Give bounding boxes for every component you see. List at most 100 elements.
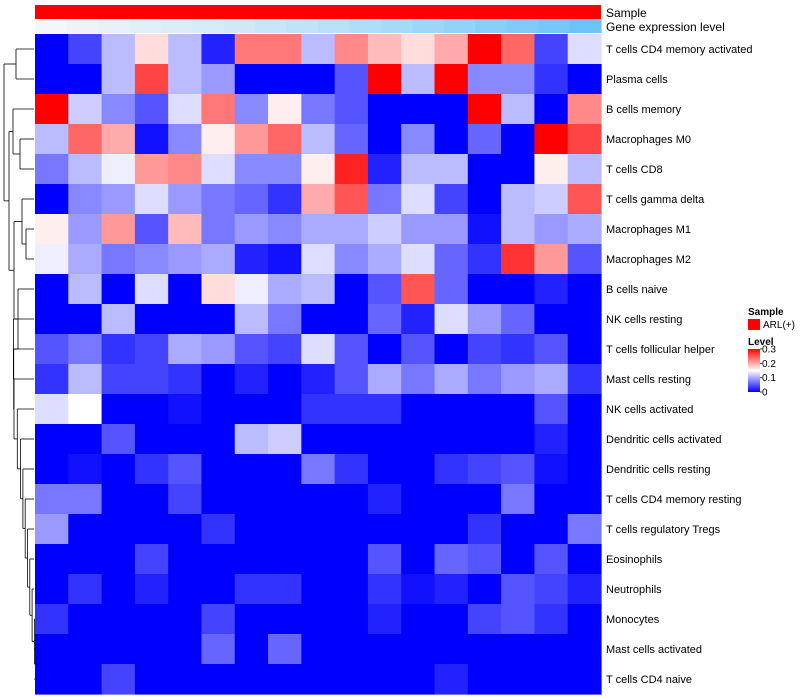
heatmap-cell [401,394,436,425]
row-label: T cells regulatory Tregs [606,524,721,536]
heatmap-cell [467,664,502,695]
expression-annotation-cell [286,19,319,33]
heatmap-cell [501,124,536,155]
heatmap-cell [434,604,469,635]
heatmap-cell [434,244,469,275]
heatmap-cell [301,424,336,455]
heatmap-cell [501,634,536,665]
heatmap-cell [301,214,336,245]
heatmap-cell [467,334,502,365]
heatmap-cell [501,184,536,215]
heatmap-cell [234,94,269,125]
heatmap-cell [134,484,169,515]
heatmap-cell [268,454,302,485]
heatmap-cell [234,154,269,185]
heatmap-cell [534,274,569,305]
heatmap-cell [534,184,569,215]
heatmap-cell [168,244,203,275]
heatmap-cell [334,124,369,155]
heatmap-cell [467,124,502,155]
heatmap-cell [234,184,269,215]
heatmap-cell [401,34,436,65]
heatmap-cell [567,424,602,455]
row-label: Eosinophils [606,554,663,566]
legend-tick-label: 0 [762,388,768,399]
heatmap-cell [534,664,569,695]
heatmap-cell [68,94,103,125]
heatmap-cell [301,394,336,425]
heatmap-cell [334,454,369,485]
heatmap-cell [201,484,236,515]
heatmap-cell [234,364,269,395]
legend-sample-swatch [748,319,760,330]
heatmap-cell [534,124,569,155]
heatmap-cell [101,304,136,335]
heatmap-cell [268,334,302,365]
heatmap-cell [201,544,236,575]
heatmap-cell [367,184,402,215]
heatmap-cell [301,94,336,125]
heatmap-cell [234,304,269,335]
heatmap-cell [401,244,436,275]
heatmap-cell [501,484,536,515]
heatmap-cell [534,94,569,125]
heatmap-cell [534,244,569,275]
heatmap-cell [567,544,602,575]
heatmap-cell [334,244,369,275]
heatmap-cell [567,94,602,125]
heatmap-cell [567,184,602,215]
row-label: Mast cells activated [606,644,702,656]
heatmap-cell [334,514,369,545]
heatmap-cell [35,394,69,425]
heatmap-cell [68,484,103,515]
heatmap-cell [567,664,602,695]
expression-annotation-cell [129,19,162,33]
heatmap-cell [434,424,469,455]
heatmap-cell [234,604,269,635]
heatmap-cell [168,304,203,335]
heatmap-cell [201,664,236,695]
heatmap-cell [234,454,269,485]
heatmap-cell [201,184,236,215]
heatmap-cell [101,514,136,545]
heatmap-cell [301,574,336,605]
legend: Sample ARL(+) Level 0.3 0.2 0.1 0 [748,307,795,399]
heatmap-cell [234,34,269,65]
heatmap-cell [134,304,169,335]
heatmap-cell [35,424,69,455]
heatmap-cell [434,154,469,185]
heatmap-cell [168,364,203,395]
heatmap-cell [134,424,169,455]
heatmap-cell [68,364,103,395]
heatmap-cell [501,664,536,695]
heatmap-cell [334,154,369,185]
heatmap-cell [367,244,402,275]
heatmap-cell [201,574,236,605]
heatmap-cell [268,514,302,545]
heatmap-cell [234,334,269,365]
heatmap-cell [134,574,169,605]
heatmap-cell [334,604,369,635]
legend-ticks: 0.3 0.2 0.1 0 [760,345,776,399]
heatmap-cell [301,64,336,95]
expression-annotation-cell [255,19,288,33]
legend-color-bar [748,349,760,392]
heatmap-cell [334,424,369,455]
heatmap-cell [201,304,236,335]
heatmap-cell [434,574,469,605]
heatmap-cell [501,274,536,305]
heatmap-cell [35,274,69,305]
heatmap-cell [35,94,69,125]
heatmap-cell [467,304,502,335]
heatmap-cell [534,634,569,665]
legend-tick-label: 0.2 [762,359,776,370]
heatmap-cell [401,544,436,575]
heatmap-cell [101,34,136,65]
heatmap-cell [168,34,203,65]
expression-annotation-cell [192,19,225,33]
heatmap-cell [268,214,302,245]
heatmap-cell [534,394,569,425]
heatmap-cell [268,664,302,695]
heatmap-cell [201,94,236,125]
heatmap-cell [367,304,402,335]
